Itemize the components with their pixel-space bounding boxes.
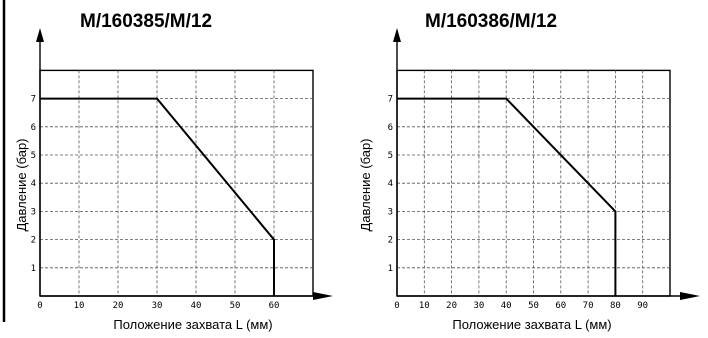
chart-1-x-tick-label: 0 xyxy=(37,301,42,311)
chart-2-y-tick-label: 6 xyxy=(388,123,393,133)
chart-1-x-tick-label: 30 xyxy=(152,301,163,311)
chart-1-x-tick-label: 40 xyxy=(191,301,202,311)
chart-1-x-tick-label: 50 xyxy=(230,301,241,311)
chart-2-y-tick-label: 1 xyxy=(388,264,393,274)
chart-2-x-tick-label: 50 xyxy=(528,301,539,311)
chart-1-y-tick-label: 4 xyxy=(31,179,36,189)
chart-1-y-tick-label: 3 xyxy=(31,207,36,217)
chart-2-y-tick-label: 3 xyxy=(388,207,393,217)
chart-2-x-tick-label: 10 xyxy=(419,301,430,311)
chart-2-x-tick-label: 70 xyxy=(583,301,594,311)
chart-2-grid xyxy=(396,69,671,297)
chart-1-grid xyxy=(39,69,314,297)
chart-2-series-line xyxy=(397,97,617,296)
chart-2-x-axis-arrow xyxy=(680,292,700,300)
chart-2-x-tick-label: 90 xyxy=(637,301,648,311)
chart-2-xlabel: Положение захвата L (мм) xyxy=(452,317,611,332)
chart-2-y-tick-label: 2 xyxy=(388,236,393,246)
chart-2-y-tick-label: 4 xyxy=(388,179,393,189)
chart-2-x-tick-label: 20 xyxy=(446,301,457,311)
chart-2-title: M/160386/M/12 xyxy=(425,11,557,32)
chart-1-series xyxy=(40,97,275,296)
chart-1-ylabel: Давление (бар) xyxy=(14,138,29,231)
chart-2: M/160386/M/12 Положение захвата L (мм) Д… xyxy=(358,11,700,332)
chart-2-ticks: 0 10 20 30 40 50 60 70 80 90 1 2 3 4 5 6 7 xyxy=(388,95,649,311)
chart-2-y-axis-arrow xyxy=(393,28,401,42)
chart-1-x-axis-arrow xyxy=(313,292,333,300)
chart-2-series xyxy=(397,97,617,296)
chart-1-y-tick-label: 5 xyxy=(31,151,36,161)
chart-1-y-tick-label: 1 xyxy=(31,264,36,274)
chart-1-x-tick-label: 20 xyxy=(113,301,124,311)
chart-2-y-tick-label: 5 xyxy=(388,151,393,161)
chart-2-x-tick-label: 80 xyxy=(610,301,621,311)
chart-2-y-tick-label: 7 xyxy=(388,95,393,105)
chart-1-xlabel: Положение захвата L (мм) xyxy=(113,317,272,332)
chart-1-y-tick-label: 7 xyxy=(31,95,36,105)
chart-2-x-tick-label: 60 xyxy=(555,301,566,311)
chart-1-axes xyxy=(36,28,333,300)
chart-2-x-tick-label: 0 xyxy=(394,301,399,311)
chart-1-y-axis-arrow xyxy=(36,28,44,42)
chart-1-ticks: 0 10 20 30 40 50 60 1 2 3 4 5 6 7 xyxy=(31,95,280,311)
chart-1-title: M/160385/M/12 xyxy=(80,11,212,32)
chart-2-axes xyxy=(393,28,700,300)
chart-1-y-tick-label: 6 xyxy=(31,123,36,133)
chart-2-x-tick-label: 40 xyxy=(501,301,512,311)
chart-1: M/160385/M/12 Положение захвата L (мм) Д… xyxy=(14,11,333,332)
chart-2-x-tick-label: 30 xyxy=(473,301,484,311)
chart-1-x-tick-label: 60 xyxy=(269,301,280,311)
chart-2-ylabel: Давление (бар) xyxy=(358,138,373,231)
chart-1-series-line xyxy=(40,97,275,296)
chart-1-x-tick-label: 10 xyxy=(74,301,85,311)
chart-1-y-tick-label: 2 xyxy=(31,236,36,246)
